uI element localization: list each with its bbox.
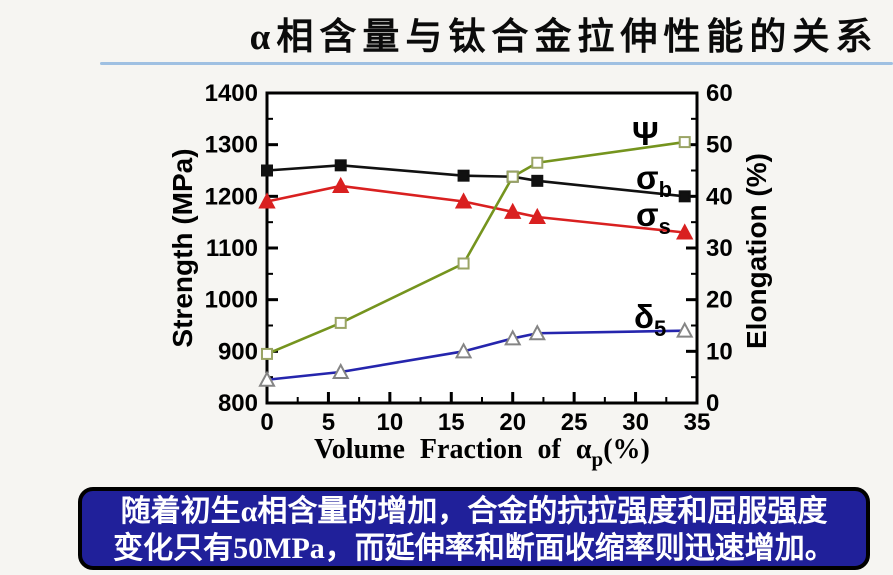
plot-frame	[265, 91, 699, 405]
series-sigma_b-marker	[678, 190, 691, 203]
svg-text:40: 40	[706, 183, 733, 210]
series-sigma_b-label: σb	[636, 159, 672, 202]
series-delta_5-marker	[332, 362, 350, 379]
svg-text:1400: 1400	[205, 80, 258, 107]
series-sigma_b-marker	[531, 174, 544, 187]
series-psi-line	[266, 140, 685, 356]
svg-text:1300: 1300	[205, 132, 258, 159]
series-psi-label: Ψ	[632, 115, 659, 152]
series-sigma_s-marker	[504, 202, 522, 219]
page-title: α相含量与钛合金拉伸性能的关系	[249, 17, 879, 58]
series-delta_5-line	[266, 329, 685, 382]
svg-text:30: 30	[622, 409, 649, 436]
series-psi-marker	[531, 156, 544, 169]
svg-text:30: 30	[706, 235, 733, 262]
svg-text:35: 35	[684, 409, 711, 436]
series-psi-marker	[261, 347, 273, 360]
series-sigma_b-marker	[334, 159, 347, 172]
caption-line-1: 随着初生α相含量的增加，合金的抗拉强度和屈服强度	[120, 495, 828, 528]
strength-elongation-line-chart: 800 900 1000 1100 1200 1300 1400 0 10 20 30 40 50 60 0…	[167, 80, 772, 471]
series-delta_5	[258, 321, 694, 387]
svg-text:20: 20	[499, 409, 526, 436]
series-sigma_s	[258, 176, 694, 240]
svg-text:900: 900	[218, 338, 258, 365]
series-sigma_s-marker	[454, 192, 473, 209]
series-delta_5-marker	[528, 324, 546, 341]
series-psi-marker	[678, 136, 691, 149]
series-sigma_b-marker	[457, 169, 470, 182]
series-psi	[261, 136, 691, 360]
series-sigma_b	[261, 159, 691, 203]
caption-line-2: 变化只有50MPa，而延伸率和断面收缩率则迅速增加。	[113, 532, 835, 565]
svg-text:800: 800	[218, 390, 258, 417]
series-delta_5-marker	[504, 329, 522, 346]
svg-text:0: 0	[706, 390, 719, 417]
svg-text:10: 10	[377, 409, 404, 436]
series-delta_5-label: δ5	[634, 298, 666, 341]
series-sigma_s-line	[266, 184, 685, 234]
x-axis-title: Volume Fraction of αp(%)	[314, 434, 650, 471]
series-psi-marker	[334, 316, 347, 329]
y-left-axis-title: Strength (MPa)	[167, 148, 198, 347]
series-delta_5-marker	[258, 370, 276, 387]
series-sigma_s-label: σs	[636, 196, 671, 239]
svg-text:1100: 1100	[206, 235, 258, 262]
series-sigma_s-marker	[528, 207, 546, 224]
series-sigma_s-marker	[258, 192, 276, 209]
series-sigma_s-marker	[676, 223, 694, 240]
svg-text:25: 25	[561, 409, 588, 436]
axis-tick-labels: 800 900 1000 1100 1200 1300 1400 0 10 20 30 40 50 60 0…	[205, 80, 733, 436]
series-sigma_b-line	[266, 164, 685, 198]
svg-text:20: 20	[706, 287, 733, 314]
title-underline-rule	[100, 62, 893, 65]
svg-text:5: 5	[322, 409, 335, 436]
series-sigma_b-marker	[261, 164, 273, 177]
series-delta_5-marker	[454, 342, 473, 359]
series-delta_5-marker	[676, 321, 694, 338]
plot-area	[267, 93, 697, 403]
svg-text:50: 50	[706, 132, 733, 159]
svg-text:1200: 1200	[205, 183, 258, 210]
caption-box: 随着初生α相含量的增加，合金的抗拉强度和屈服强度 变化只有50MPa，而延伸率和…	[78, 487, 870, 570]
series-psi-marker	[457, 257, 470, 270]
svg-text:10: 10	[706, 338, 733, 365]
y-right-axis-title: Elongation (%)	[741, 153, 772, 349]
series-sigma_s-marker	[332, 176, 350, 193]
svg-text:0: 0	[260, 409, 273, 436]
series-psi-marker	[506, 170, 519, 183]
svg-text:60: 60	[706, 80, 733, 107]
svg-text:1000: 1000	[205, 287, 258, 314]
svg-text:15: 15	[438, 409, 465, 436]
